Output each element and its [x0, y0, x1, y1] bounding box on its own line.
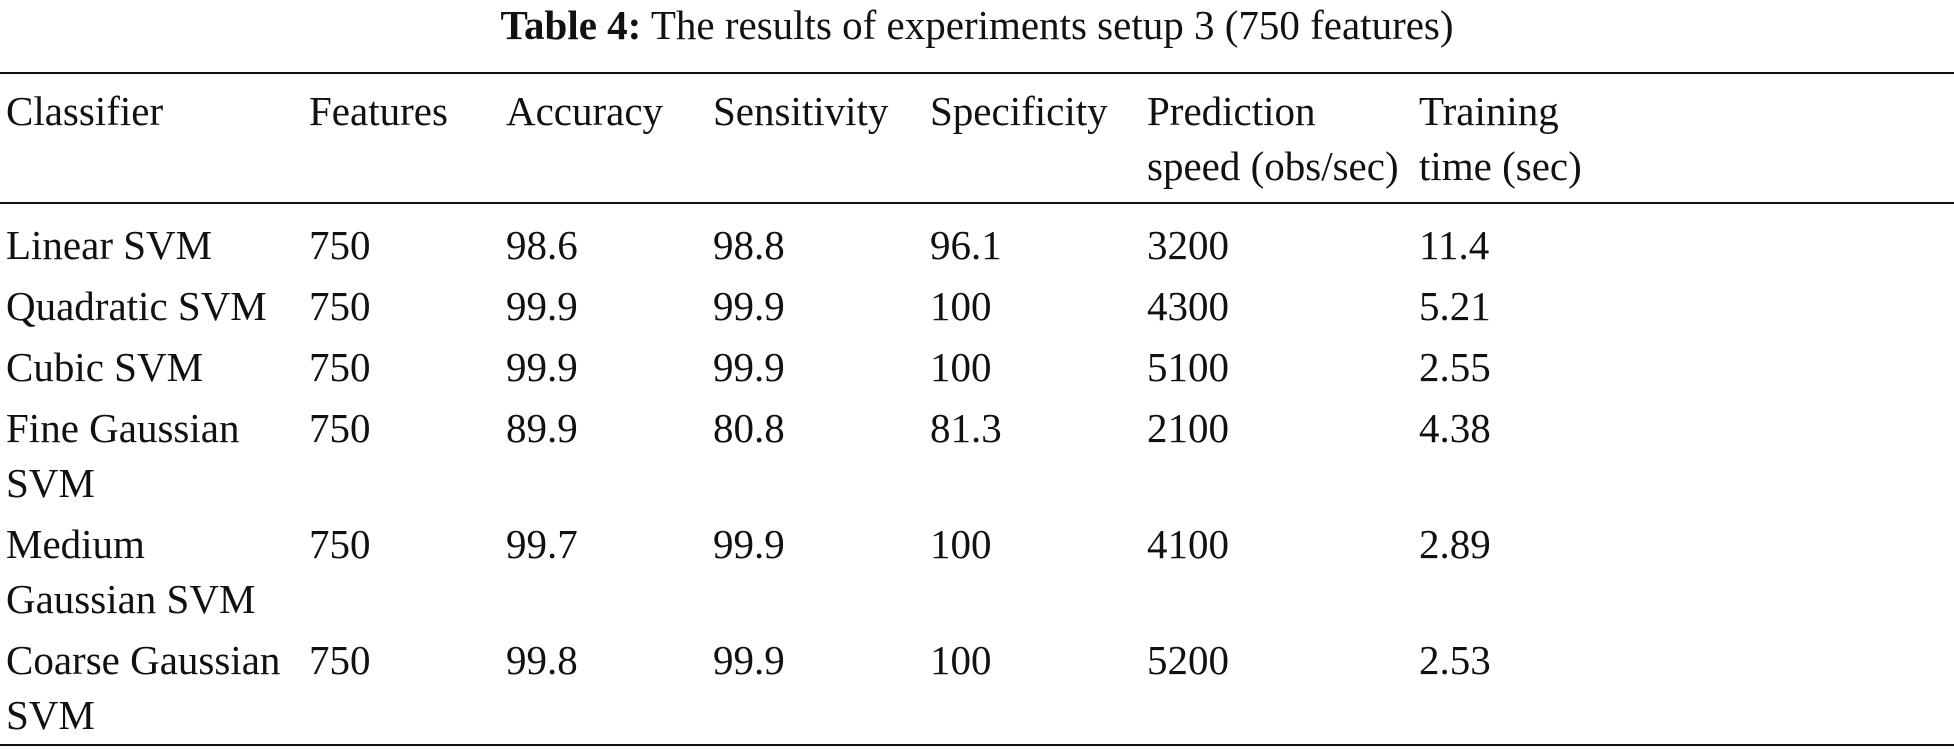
cell-accuracy: 99.7 — [506, 521, 578, 567]
cell-specificity: 100 — [930, 521, 992, 567]
table-caption: Table 4: The results of experiments setu… — [0, 0, 1954, 58]
cell-features: 750 — [309, 222, 371, 268]
cell-training-time: 11.4 — [1419, 222, 1490, 268]
header-line: Features — [309, 88, 448, 134]
header-line: Training — [1419, 88, 1559, 134]
classifier-line: SVM — [6, 692, 95, 738]
header-line: time (sec) — [1419, 143, 1582, 189]
table-top-rule — [0, 72, 1954, 74]
header-specificity: Specificity — [924, 74, 1141, 202]
cell-training-time: 2.55 — [1419, 344, 1491, 390]
cell-sensitivity: 80.8 — [713, 405, 785, 451]
cell-features: 750 — [309, 344, 371, 390]
cell-accuracy: 99.9 — [506, 283, 578, 329]
classifier-line: Medium — [6, 521, 145, 567]
table-row: Medium Gaussian SVM 750 99.7 99.9 100 41… — [0, 517, 1954, 633]
header-line: speed (obs/sec) — [1147, 143, 1399, 189]
cell-features: 750 — [309, 521, 371, 567]
cell-sensitivity: 99.9 — [713, 637, 785, 683]
header-accuracy: Accuracy — [500, 74, 707, 202]
results-table: Classifier Features Accuracy Sensitivity… — [0, 74, 1954, 749]
cell-specificity: 100 — [930, 344, 992, 390]
header-line: Classifier — [6, 88, 164, 134]
table-caption-text: The results of experiments setup 3 (750 … — [650, 2, 1454, 48]
header-features: Features — [303, 74, 500, 202]
cell-prediction-speed: 2100 — [1147, 405, 1229, 451]
classifier-line: Cubic SVM — [6, 344, 204, 390]
cell-prediction-speed: 3200 — [1147, 222, 1229, 268]
table-row: Coarse Gaussian SVM 750 99.8 99.9 100 52… — [0, 633, 1954, 749]
cell-specificity: 81.3 — [930, 405, 1002, 451]
cell-classifier: Quadratic SVM — [0, 279, 303, 340]
classifier-line: Quadratic SVM — [6, 283, 267, 329]
cell-prediction-speed: 5100 — [1147, 344, 1229, 390]
cell-prediction-speed: 5200 — [1147, 637, 1229, 683]
cell-accuracy: 99.8 — [506, 637, 578, 683]
header-line: Accuracy — [506, 88, 664, 134]
header-line: Specificity — [930, 88, 1108, 134]
cell-training-time: 4.38 — [1419, 405, 1491, 451]
cell-classifier: Medium Gaussian SVM — [0, 517, 303, 633]
table-caption-label: Table 4: — [500, 2, 642, 48]
cell-training-time: 2.53 — [1419, 637, 1491, 683]
classifier-line: Gaussian SVM — [6, 576, 256, 622]
table-row: Fine Gaussian SVM 750 89.9 80.8 81.3 210… — [0, 401, 1954, 517]
classifier-line: SVM — [6, 460, 95, 506]
cell-specificity: 96.1 — [930, 222, 1002, 268]
cell-prediction-speed: 4100 — [1147, 521, 1229, 567]
cell-sensitivity: 98.8 — [713, 222, 785, 268]
table-bottom-rule — [0, 744, 1954, 746]
cell-classifier: Fine Gaussian SVM — [0, 401, 303, 517]
table-row: Linear SVM 750 98.6 98.8 96.1 3200 11.4 — [0, 202, 1954, 279]
header-line: Prediction — [1147, 88, 1316, 134]
cell-classifier: Coarse Gaussian SVM — [0, 633, 303, 749]
cell-sensitivity: 99.9 — [713, 283, 785, 329]
cell-features: 750 — [309, 405, 371, 451]
cell-training-time: 5.21 — [1419, 283, 1491, 329]
classifier-line: Coarse Gaussian — [6, 637, 281, 683]
cell-specificity: 100 — [930, 283, 992, 329]
cell-accuracy: 99.9 — [506, 344, 578, 390]
header-row: Classifier Features Accuracy Sensitivity… — [0, 74, 1954, 202]
cell-classifier: Cubic SVM — [0, 340, 303, 401]
table-row: Cubic SVM 750 99.9 99.9 100 5100 2.55 — [0, 340, 1954, 401]
classifier-line: Linear SVM — [6, 222, 213, 268]
cell-features: 750 — [309, 637, 371, 683]
cell-sensitivity: 99.9 — [713, 344, 785, 390]
cell-prediction-speed: 4300 — [1147, 283, 1229, 329]
cell-sensitivity: 99.9 — [713, 521, 785, 567]
cell-features: 750 — [309, 283, 371, 329]
cell-accuracy: 89.9 — [506, 405, 578, 451]
table-row: Quadratic SVM 750 99.9 99.9 100 4300 5.2… — [0, 279, 1954, 340]
header-sensitivity: Sensitivity — [707, 74, 924, 202]
table-header-rule — [0, 202, 1954, 204]
header-prediction-speed: Prediction speed (obs/sec) — [1141, 74, 1413, 202]
header-classifier: Classifier — [0, 74, 303, 202]
cell-specificity: 100 — [930, 637, 992, 683]
header-line: Sensitivity — [713, 88, 889, 134]
classifier-line: Fine Gaussian — [6, 405, 240, 451]
header-training-time: Training time (sec) — [1413, 74, 1954, 202]
cell-accuracy: 98.6 — [506, 222, 578, 268]
cell-classifier: Linear SVM — [0, 202, 303, 279]
cell-training-time: 2.89 — [1419, 521, 1491, 567]
